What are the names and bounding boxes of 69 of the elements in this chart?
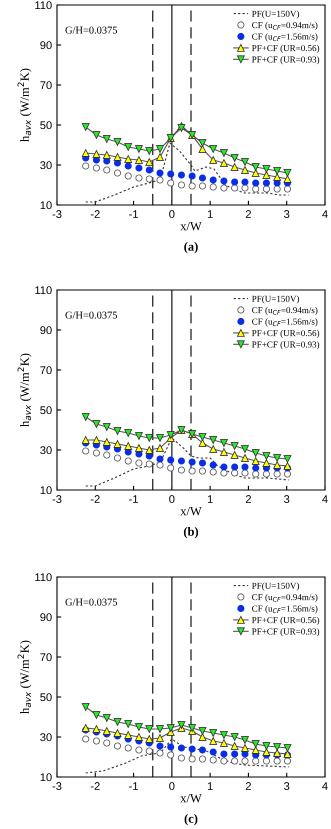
legend-label: CF (u$_{CF}$=1.56m/s) [252, 318, 318, 326]
y-tick-label: 10 [40, 486, 52, 494]
legend-label: CF (u$_{CF}$=0.94m/s) [252, 306, 318, 316]
y-tick-label: 90 [40, 613, 52, 622]
x-tick-label: 0 [169, 782, 175, 790]
text: (a) [184, 242, 198, 254]
x-tick-label: -3 [52, 210, 62, 218]
x-tick-label: 1 [208, 210, 213, 218]
x-tick-label: 4 [322, 782, 328, 790]
legend-label: PF(U=150V) [252, 582, 300, 591]
x-tick-label: 2 [246, 782, 251, 790]
y-axis-title: h$_{avx}$ (W/m$^{2}$K) [18, 68, 32, 142]
annotation: G/H=0.0375 [65, 312, 118, 319]
legend-label: CF (u$_{CF}$=0.94m/s) [252, 22, 318, 30]
legend-label: PF+CF (UR=0.93) [252, 341, 320, 350]
x-tick-label: -1 [129, 782, 138, 790]
y-tick-label: 90 [40, 326, 52, 334]
y-axis-title: h$_{avx}$ (W/m$^{2}$K) [18, 354, 32, 427]
y-tick-label: 90 [40, 41, 52, 50]
x-tick-label: 2 [246, 495, 251, 503]
y-tick-label: 110 [35, 286, 52, 294]
legend-label: CF (u$_{CF}$=1.56m/s) [252, 33, 318, 42]
annotation: G/H=0.0375 [65, 598, 118, 606]
y-tick-label: 70 [40, 653, 52, 662]
y-tick-label: 70 [40, 366, 52, 374]
x-tick-label: 0 [169, 210, 175, 218]
x-tick-label: -2 [90, 495, 100, 503]
y-tick-label: 30 [40, 446, 52, 454]
x-tick-label: -2 [90, 782, 100, 790]
x-tick-label: -1 [129, 495, 138, 503]
y-tick-label: 50 [40, 406, 52, 414]
x-tick-label: -2 [90, 210, 100, 218]
x-tick-label: -1 [129, 210, 138, 218]
x-tick-label: 4 [322, 210, 328, 218]
legend-label: PF(U=150V) [252, 10, 300, 19]
x-tick-label: 0 [169, 495, 175, 504]
y-tick-label: 30 [40, 161, 52, 170]
legend-label: PF(U=150V) [252, 295, 300, 304]
y-tick-label: 10 [40, 773, 52, 782]
y-tick-label: 110 [35, 573, 52, 582]
y-tick-label: 50 [40, 693, 52, 702]
x-tick-label: 3 [284, 210, 290, 218]
y-axis-title: h$_{avx}$ (W/m$^{2}$K) [18, 640, 32, 714]
legend-label: CF (u$_{CF}$=0.94m/s) [252, 594, 318, 602]
legend-label: PF+CF (UR=0.56) [252, 616, 320, 625]
x-tick-label: 1 [208, 495, 213, 503]
x-axis-title: x/W [180, 794, 202, 802]
x-tick-label: 4 [322, 495, 328, 503]
x-tick-label: 2 [246, 210, 251, 218]
legend-label: PF+CF (UR=0.56) [252, 330, 320, 338]
legend-label: CF (u$_{CF}$=1.56m/s) [252, 605, 318, 614]
x-tick-label: 3 [284, 782, 290, 790]
x-tick-label: 1 [208, 782, 213, 790]
y-tick-label: 110 [35, 1, 52, 10]
x-tick-label: 3 [284, 495, 290, 504]
x-axis-title: x/W [180, 507, 202, 516]
y-tick-label: 50 [40, 121, 52, 130]
legend-label: PF+CF (UR=0.93) [252, 628, 320, 636]
annotation: G/H=0.0375 [65, 26, 118, 34]
x-axis-title: x/W [180, 222, 202, 230]
text: (c) [184, 814, 198, 826]
y-tick-label: 10 [40, 201, 52, 210]
legend-label: PF+CF (UR=0.93) [252, 56, 320, 64]
x-tick-label: -3 [52, 782, 62, 790]
y-tick-label: 70 [40, 81, 52, 90]
text: (b) [184, 526, 198, 538]
x-tick-label: -3 [52, 495, 62, 504]
y-tick-label: 30 [40, 733, 52, 742]
legend-label: PF+CF (UR=0.56) [252, 44, 320, 53]
